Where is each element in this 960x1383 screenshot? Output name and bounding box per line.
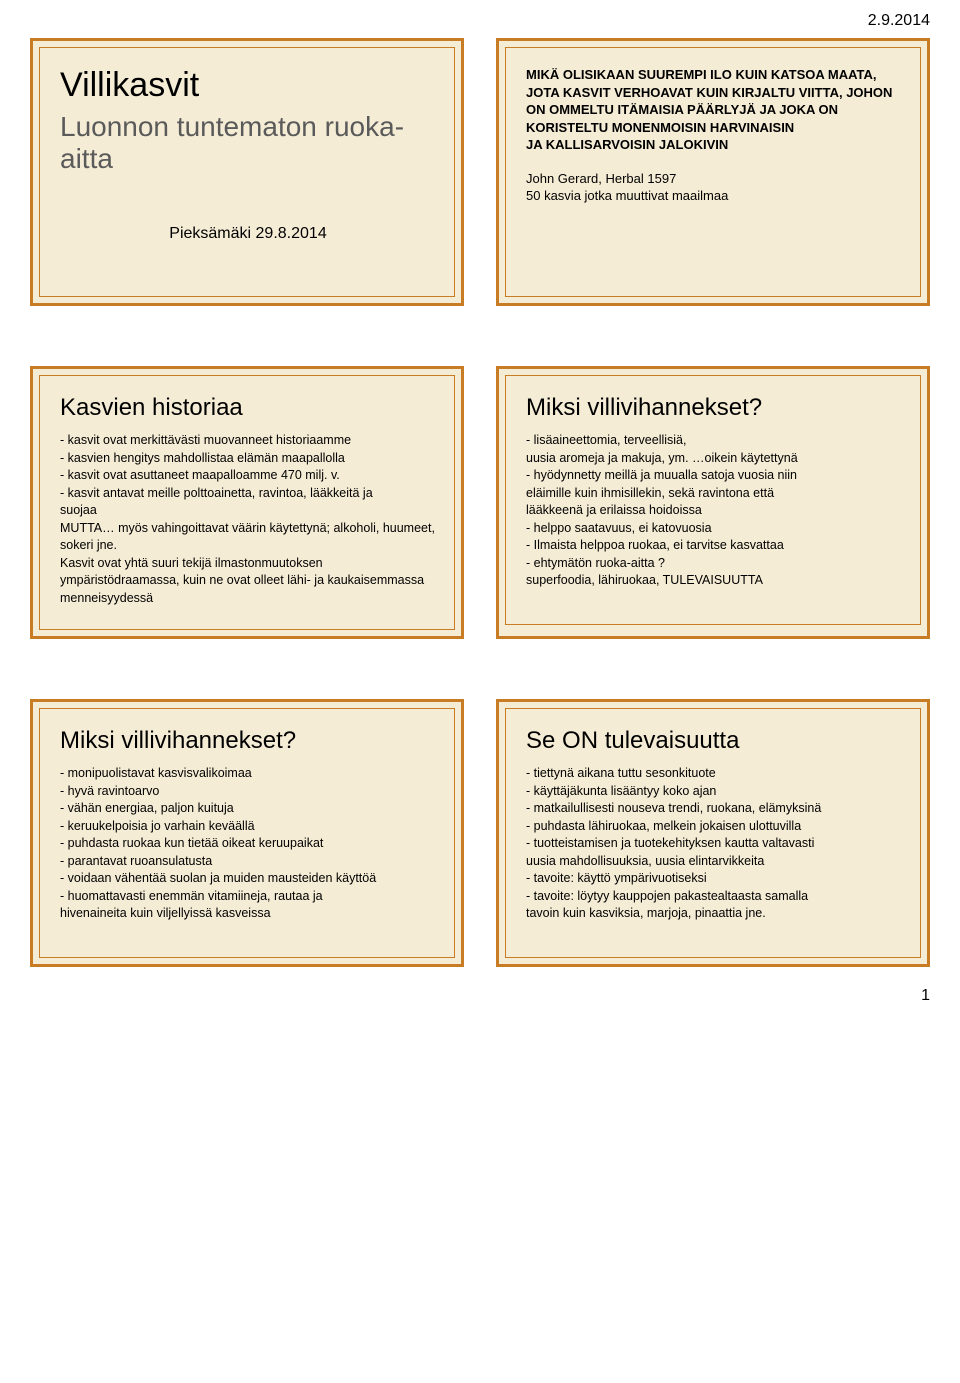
slide-5: Miksi villivihannekset? - monipuolistava…: [30, 699, 464, 967]
slide-inner: Miksi villivihannekset? - lisäaineettomi…: [505, 375, 921, 625]
slide-inner: Miksi villivihannekset? - monipuolistava…: [39, 708, 455, 958]
slide-inner: Se ON tulevaisuutta - tiettynä aikana tu…: [505, 708, 921, 958]
slide-6: Se ON tulevaisuutta - tiettynä aikana tu…: [496, 699, 930, 967]
slide-heading: Se ON tulevaisuutta: [526, 727, 902, 755]
slide-2: MIKÄ OLISIKAAN SUUREMPI ILO KUIN KATSOA …: [496, 38, 930, 306]
slide-4: Miksi villivihannekset? - lisäaineettomi…: [496, 366, 930, 639]
slide-body: - monipuolistavat kasvisvalikoimaa - hyv…: [60, 765, 436, 923]
page-number: 1: [30, 987, 930, 1005]
slide-3: Kasvien historiaa - kasvit ovat merkittä…: [30, 366, 464, 639]
slide-inner: MIKÄ OLISIKAAN SUUREMPI ILO KUIN KATSOA …: [505, 47, 921, 297]
slide-title: Villikasvit: [60, 66, 436, 105]
slide-inner: Villikasvit Luonnon tuntematon ruoka-ait…: [39, 47, 455, 297]
slide-inner: Kasvien historiaa - kasvit ovat merkittä…: [39, 375, 455, 630]
slide-body: - lisäaineettomia, terveellisiä, uusia a…: [526, 432, 902, 590]
slide-row-2: Kasvien historiaa - kasvit ovat merkittä…: [30, 366, 930, 639]
slide-body: - kasvit ovat merkittävästi muovanneet h…: [60, 432, 436, 607]
slide-row-3: Miksi villivihannekset? - monipuolistava…: [30, 699, 930, 967]
quote-text: MIKÄ OLISIKAAN SUUREMPI ILO KUIN KATSOA …: [526, 66, 902, 154]
header-date: 2.9.2014: [30, 12, 930, 30]
slide-row-1: Villikasvit Luonnon tuntematon ruoka-ait…: [30, 38, 930, 306]
slide-heading: Miksi villivihannekset?: [526, 394, 902, 422]
slide-subtitle: Luonnon tuntematon ruoka-aitta: [60, 111, 436, 175]
slide-1: Villikasvit Luonnon tuntematon ruoka-ait…: [30, 38, 464, 306]
slide-body: - tiettynä aikana tuttu sesonkituote - k…: [526, 765, 902, 923]
slide-heading: Kasvien historiaa: [60, 394, 436, 422]
slide-footer: Pieksämäki 29.8.2014: [60, 225, 436, 243]
quote-attribution: John Gerard, Herbal 1597 50 kasvia jotka…: [526, 170, 902, 205]
slide-heading: Miksi villivihannekset?: [60, 727, 436, 755]
